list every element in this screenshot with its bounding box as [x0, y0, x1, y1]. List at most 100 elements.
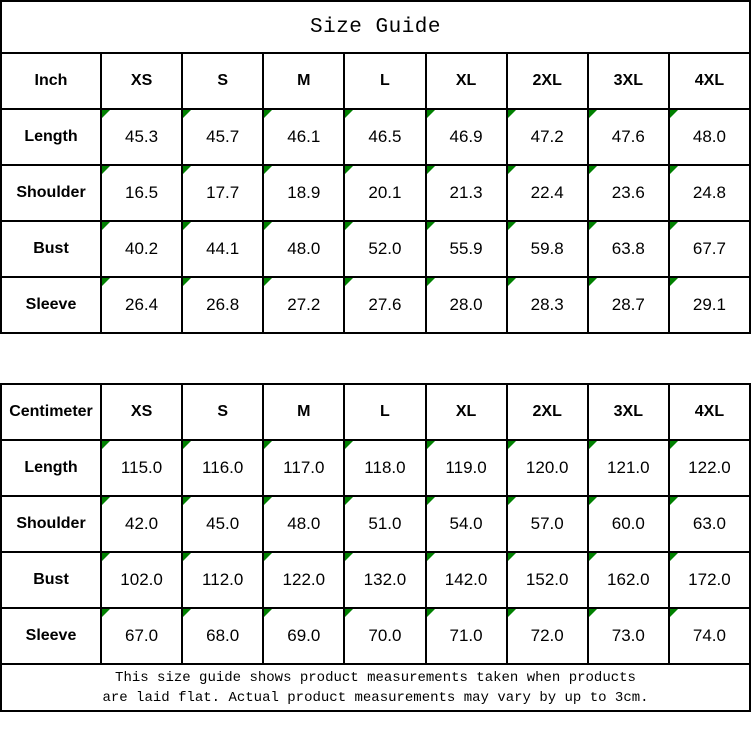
row-label-cell: Shoulder [0, 495, 102, 553]
size-header-cell: XL [424, 383, 508, 441]
measurement-value: 142.0 [444, 570, 488, 589]
cell-corner-marker-icon [588, 609, 597, 617]
measurement-row: Bust 40.2 44.1 48.0 52.0 55.9 59.8 63.8 67.7 [0, 220, 751, 278]
cell-corner-marker-icon [183, 278, 192, 286]
measurement-cell: 60.0 [586, 495, 670, 553]
cell-corner-marker-icon [264, 278, 273, 286]
cell-corner-marker-icon [426, 222, 435, 230]
measurement-value: 63.8 [611, 239, 645, 258]
measurement-cell: 54.0 [424, 495, 508, 553]
cell-corner-marker-icon [345, 110, 354, 118]
size-header-cell: 4XL [667, 52, 751, 110]
cell-corner-marker-icon [669, 110, 678, 118]
measurement-value: 68.0 [206, 626, 240, 645]
measurement-value: 67.0 [125, 626, 159, 645]
measurement-cell: 23.6 [586, 164, 670, 222]
cell-corner-marker-icon [588, 553, 597, 561]
measurement-cell: 22.4 [505, 164, 589, 222]
cell-corner-marker-icon [183, 441, 192, 449]
size-header-cell: XL [424, 52, 508, 110]
cell-corner-marker-icon [588, 222, 597, 230]
cell-corner-marker-icon [102, 441, 110, 449]
measurement-value: 73.0 [611, 626, 645, 645]
measurement-row: Sleeve 67.0 68.0 69.0 70.0 71.0 72.0 73.0 74.0 [0, 607, 751, 665]
measurement-value: 74.0 [692, 626, 726, 645]
measurement-cell: 45.7 [181, 108, 265, 166]
size-header-cell: S [181, 52, 265, 110]
row-label-cell: Sleeve [0, 607, 102, 665]
cell-corner-marker-icon [507, 278, 516, 286]
cell-corner-marker-icon [264, 441, 273, 449]
measurement-value: 51.0 [368, 514, 402, 533]
row-label-cell: Shoulder [0, 164, 102, 222]
cell-corner-marker-icon [345, 441, 354, 449]
measurement-cell: 57.0 [505, 495, 589, 553]
cell-corner-marker-icon [426, 166, 435, 174]
row-label-cell: Length [0, 439, 102, 497]
measurement-value: 118.0 [364, 458, 406, 477]
measurement-value: 42.0 [125, 514, 159, 533]
cell-corner-marker-icon [507, 553, 516, 561]
size-table-centimeter: Centimeter XS S M L XL 2XL 3XL 4XL Length 115.0 116… [0, 383, 751, 665]
measurement-cell: 46.5 [343, 108, 427, 166]
measurement-cell: 72.0 [505, 607, 589, 665]
measurement-value: 63.0 [692, 514, 726, 533]
measurement-cell: 70.0 [343, 607, 427, 665]
cell-corner-marker-icon [183, 166, 192, 174]
measurement-value: 24.8 [692, 183, 726, 202]
measurement-row: Sleeve 26.4 26.8 27.2 27.6 28.0 28.3 28.7 29.1 [0, 276, 751, 334]
cell-corner-marker-icon [426, 278, 435, 286]
measurement-value: 52.0 [368, 239, 402, 258]
measurement-cell: 40.2 [99, 220, 184, 278]
size-header-cell: 3XL [586, 383, 670, 441]
measurement-cell: 63.0 [667, 495, 751, 553]
measurement-value: 44.1 [206, 239, 240, 258]
cell-corner-marker-icon [183, 553, 192, 561]
measurement-value: 45.3 [125, 127, 159, 146]
cell-corner-marker-icon [345, 278, 354, 286]
measurement-cell: 48.0 [667, 108, 751, 166]
measurement-row: Bust 102.0 112.0 122.0 132.0 142.0 152.0 162.0 1… [0, 551, 751, 609]
measurement-cell: 162.0 [586, 551, 670, 609]
measurement-value: 40.2 [125, 239, 159, 258]
measurement-cell: 16.5 [99, 164, 184, 222]
measurement-value: 57.0 [530, 514, 564, 533]
size-header-cell: L [343, 383, 427, 441]
page-title: Size Guide [0, 0, 751, 54]
measurement-value: 55.9 [449, 239, 483, 258]
cell-corner-marker-icon [345, 497, 354, 505]
row-label-cell: Bust [0, 220, 102, 278]
measurement-cell: 28.0 [424, 276, 508, 334]
measurement-value: 20.1 [368, 183, 402, 202]
measurement-cell: 17.7 [181, 164, 265, 222]
measurement-value: 59.8 [530, 239, 564, 258]
cell-corner-marker-icon [102, 497, 110, 505]
measurement-value: 45.0 [206, 514, 240, 533]
measurement-cell: 69.0 [262, 607, 346, 665]
cell-corner-marker-icon [426, 609, 435, 617]
measurement-cell: 68.0 [181, 607, 265, 665]
cell-corner-marker-icon [588, 110, 597, 118]
size-table-inch: Inch XS S M L XL 2XL 3XL 4XL Length 45.3 45.7 46.1 46… [0, 52, 751, 334]
cell-corner-marker-icon [426, 441, 435, 449]
cell-corner-marker-icon [588, 497, 597, 505]
cell-corner-marker-icon [102, 222, 110, 230]
measurement-cell: 152.0 [505, 551, 589, 609]
size-header-row: Centimeter XS S M L XL 2XL 3XL 4XL [0, 383, 751, 441]
cell-corner-marker-icon [102, 166, 110, 174]
measurement-cell: 67.0 [99, 607, 184, 665]
size-header-cell: 4XL [667, 383, 751, 441]
cell-corner-marker-icon [507, 166, 516, 174]
measurement-value: 22.4 [530, 183, 564, 202]
measurement-cell: 102.0 [99, 551, 184, 609]
size-header-cell: 3XL [586, 52, 670, 110]
measurement-cell: 45.3 [99, 108, 184, 166]
cell-corner-marker-icon [507, 222, 516, 230]
measurement-value: 69.0 [287, 626, 321, 645]
measurement-value: 72.0 [530, 626, 564, 645]
measurement-value: 28.7 [611, 295, 645, 314]
row-label-cell: Sleeve [0, 276, 102, 334]
measurement-row: Length 45.3 45.7 46.1 46.5 46.9 47.2 47.6 48.0 [0, 108, 751, 166]
cell-corner-marker-icon [345, 609, 354, 617]
